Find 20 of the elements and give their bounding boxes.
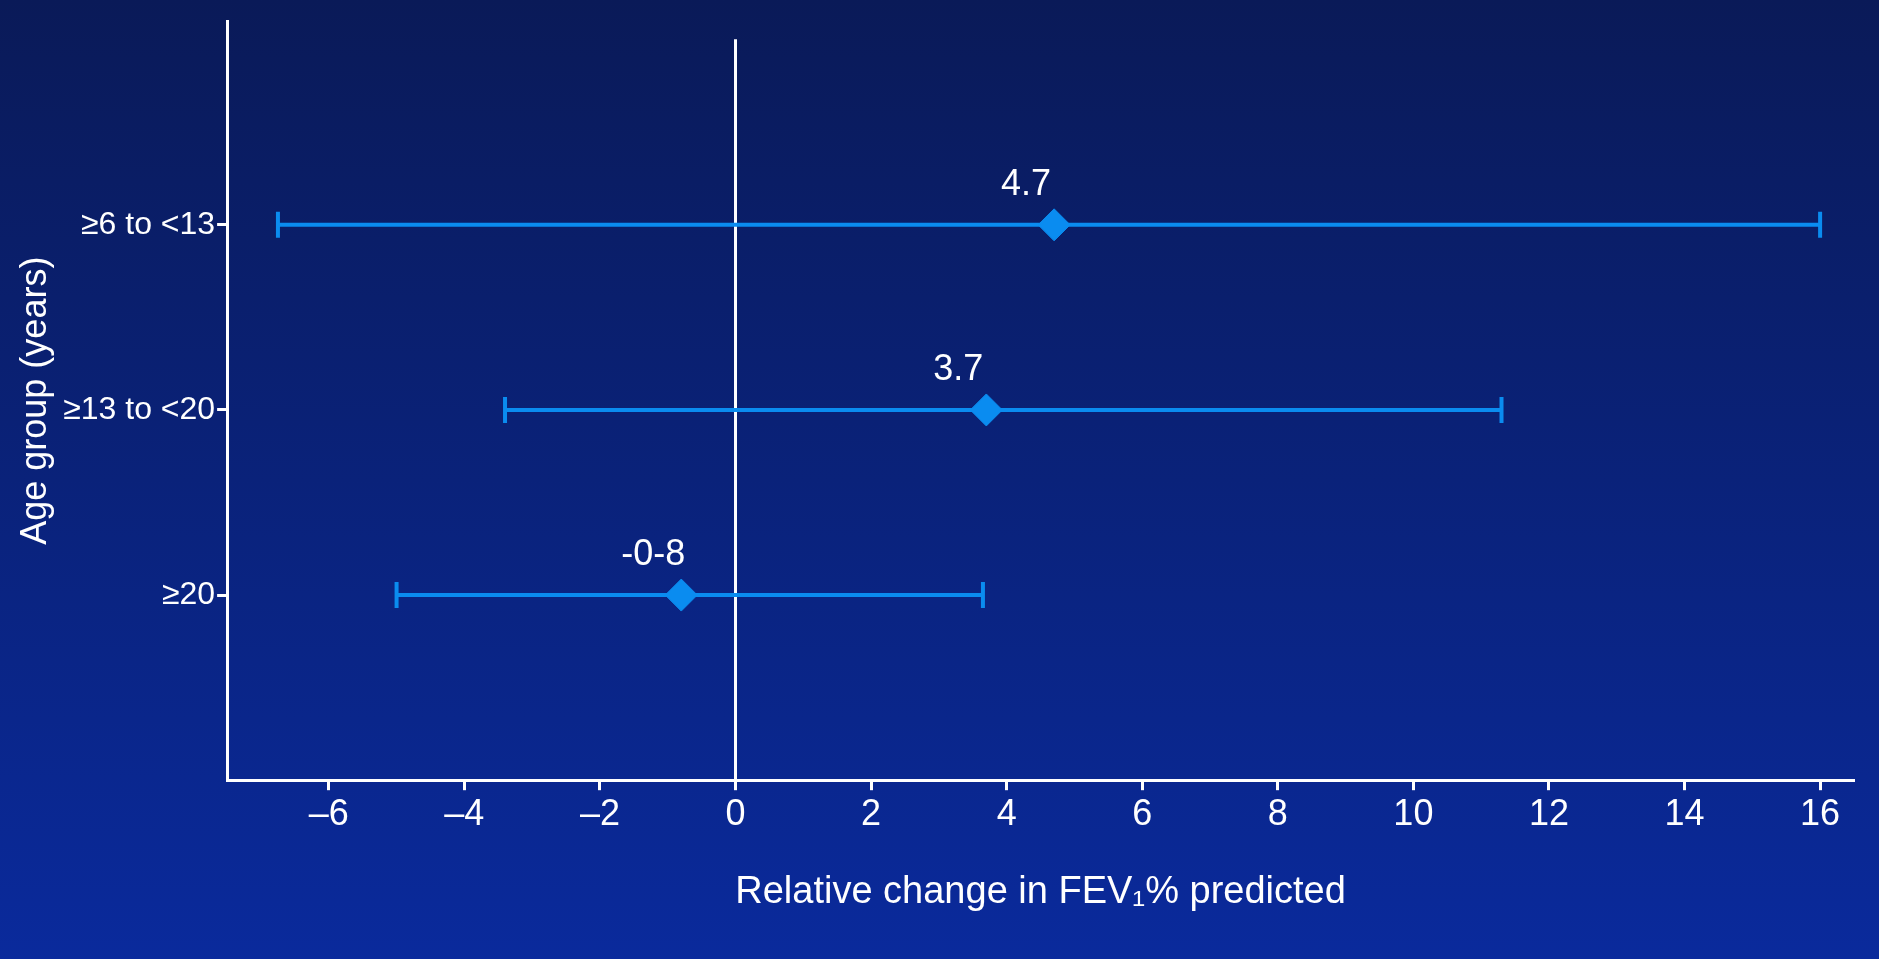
y-tick-label: ≥13 to <20 <box>63 389 216 426</box>
x-tick-label: 16 <box>1800 791 1841 833</box>
x-tick-label: –4 <box>444 791 485 833</box>
data-label: 4.7 <box>1001 161 1052 203</box>
x-tick-label: 14 <box>1664 791 1705 833</box>
y-axis-title: Age group (years) <box>12 256 54 545</box>
x-tick-label: 10 <box>1393 791 1434 833</box>
x-tick-label: 2 <box>861 791 882 833</box>
x-tick-label: –6 <box>308 791 349 833</box>
x-tick-label: 0 <box>725 791 746 833</box>
x-tick-label: 6 <box>1132 791 1153 833</box>
y-tick-label: ≥20 <box>161 574 216 611</box>
x-tick-label: –2 <box>579 791 620 833</box>
x-axis-title: Relative change in FEV₁% predicted <box>735 868 1346 911</box>
data-label: 3.7 <box>933 346 984 388</box>
y-tick-label: ≥6 to <13 <box>81 204 216 241</box>
x-tick-label: 8 <box>1267 791 1288 833</box>
x-tick-label: 4 <box>996 791 1017 833</box>
data-label: -0-8 <box>621 532 686 573</box>
x-tick-label: 12 <box>1528 791 1569 833</box>
